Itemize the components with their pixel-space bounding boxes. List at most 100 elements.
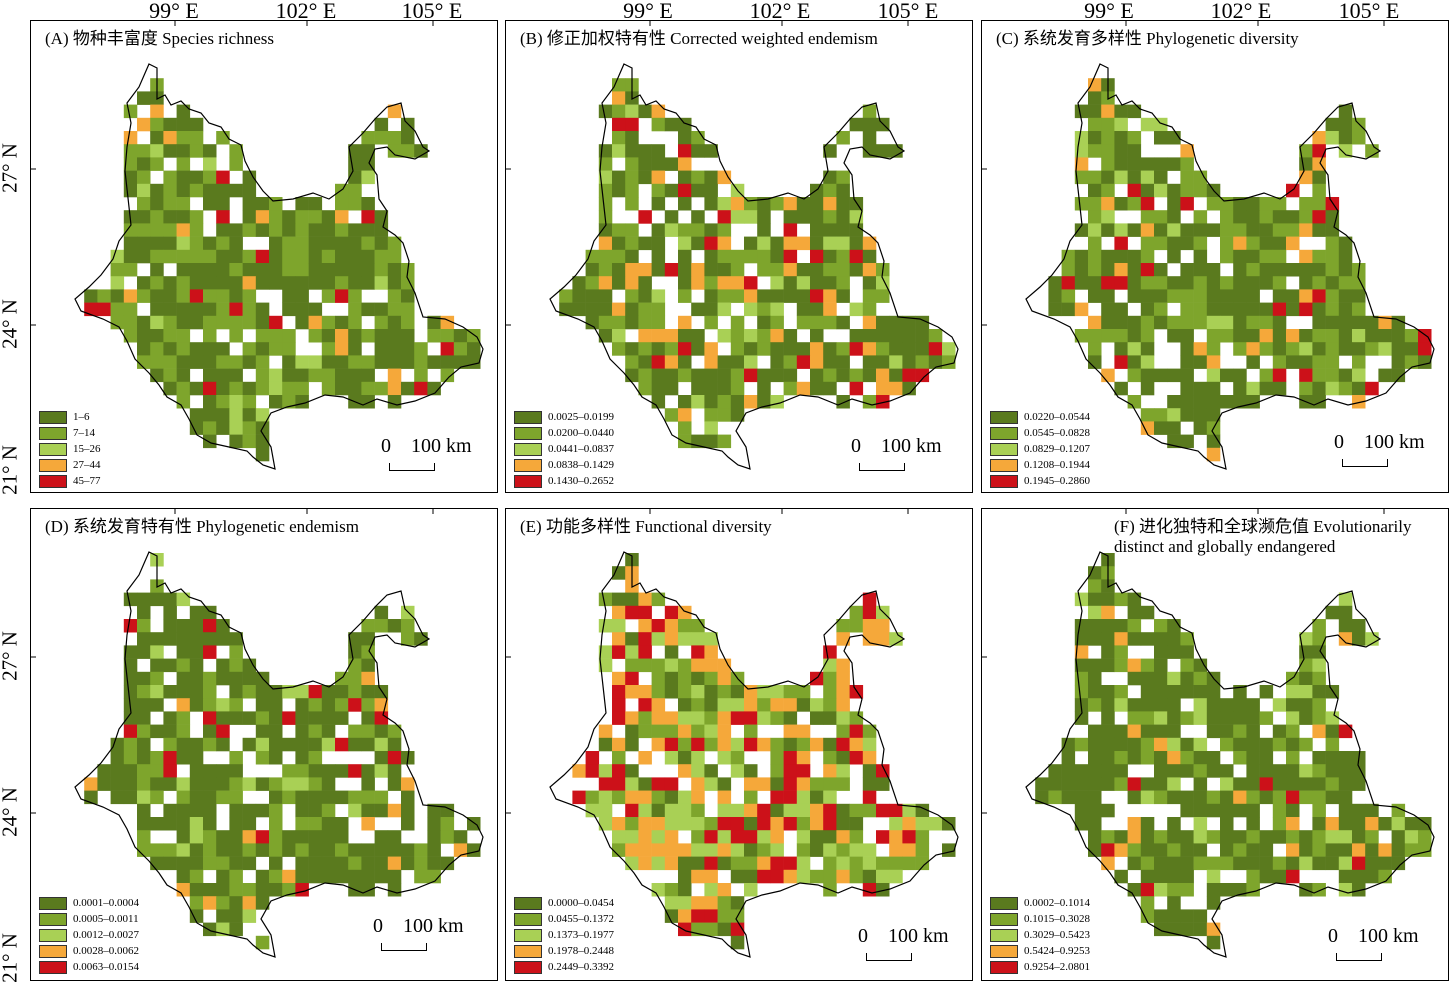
grid-cell: [1193, 381, 1208, 396]
grid-cell: [691, 869, 705, 884]
legend-label: 1–6: [73, 411, 90, 423]
grid-cell: [361, 381, 375, 396]
grid-cell: [862, 751, 877, 765]
grid-cell: [1180, 170, 1194, 185]
grid-cell: [1088, 724, 1102, 739]
grid-cell: [1233, 329, 1247, 343]
grid-cell: [176, 737, 191, 752]
grid-cell: [730, 764, 745, 778]
grid-cell: [189, 790, 204, 805]
grid-cell: [1180, 408, 1194, 422]
grid-cell: [1352, 355, 1366, 369]
grid-cell: [651, 144, 666, 158]
grid-cell: [612, 632, 626, 646]
grid-cell: [361, 777, 375, 791]
grid-cell: [387, 869, 402, 884]
grid-cell: [361, 263, 375, 277]
grid-cell: [783, 236, 798, 251]
grid-cell: [783, 869, 798, 884]
legend-item: 0.0545–0.0828: [990, 425, 1090, 441]
grid-cell: [836, 395, 850, 409]
grid-cell: [123, 737, 138, 752]
grid-cell: [1378, 342, 1392, 356]
grid-cell: [862, 236, 877, 251]
scale-zero: 0: [1328, 925, 1338, 947]
grid-cell: [308, 764, 323, 778]
grid-cell: [414, 843, 428, 857]
grid-cell: [1206, 856, 1221, 871]
grid-cell: [1101, 724, 1115, 739]
grid-cell: [796, 790, 811, 805]
grid-cell: [1312, 355, 1326, 369]
grid-cell: [1114, 685, 1128, 699]
grid-cell: [150, 131, 164, 145]
grid-cell: [150, 843, 164, 857]
grid-cell: [137, 249, 151, 264]
grid-cell: [1127, 170, 1142, 185]
grid-cell: [651, 724, 666, 739]
grid-cell: [902, 368, 916, 383]
grid-cell: [427, 315, 441, 330]
grid-cell: [242, 434, 257, 449]
legend-item: 0.0005–0.0011: [39, 911, 139, 927]
grid-cell: [1259, 329, 1274, 343]
grid-cell: [638, 605, 652, 620]
legend-label: 0.0838–0.1429: [548, 459, 614, 471]
grid-cell: [1193, 830, 1208, 844]
grid-cell: [1233, 381, 1247, 396]
grid-cell: [902, 315, 916, 330]
grid-cell: [255, 329, 270, 343]
map-a: [31, 21, 484, 470]
legend-item: 0.0025–0.0199: [514, 409, 614, 425]
grid-cell: [1312, 698, 1326, 712]
grid-cell: [1338, 777, 1353, 791]
grid-cell: [1286, 342, 1300, 356]
grid-cell: [1418, 355, 1432, 369]
grid-cell: [1272, 764, 1287, 778]
grid-cell: [308, 329, 323, 343]
grid-cell: [255, 249, 270, 264]
grid-cell: [1180, 315, 1194, 330]
grid-cell: [1206, 395, 1221, 409]
grid-cell: [440, 368, 455, 383]
grid-cell: [796, 751, 811, 765]
scale-zero: 0: [381, 435, 391, 457]
grid-cell: [730, 830, 745, 844]
grid-cell: [691, 751, 705, 765]
grid-cell: [1167, 685, 1181, 699]
grid-cell: [638, 210, 652, 224]
grid-cell: [414, 381, 428, 396]
grid-cell: [704, 236, 718, 251]
grid-cell: [1299, 249, 1313, 264]
grid-cell: [1286, 711, 1300, 725]
grid-cell: [137, 315, 151, 330]
grid-cell: [137, 724, 151, 739]
grid-cell: [1259, 751, 1274, 765]
grid-cell: [189, 764, 204, 778]
grid-cell: [150, 144, 164, 158]
grid-cell: [308, 803, 323, 818]
grid-cell: [1325, 131, 1340, 145]
panel-a-species-richness: (A) 物种丰富度 Species richness 1–6 7–14 15–2…: [30, 20, 498, 493]
grid-cell: [559, 289, 573, 303]
grid-cell: [1272, 803, 1287, 818]
grid-cell: [1206, 223, 1221, 237]
legend-item: 1–6: [39, 409, 101, 425]
grid-cell: [651, 790, 666, 805]
grid-cell: [810, 803, 824, 818]
grid-cell: [1325, 751, 1340, 765]
lon-label-105-b: 105° E: [877, 0, 939, 23]
grid-cell: [335, 368, 349, 383]
grid-cell: [150, 289, 164, 303]
grid-cell: [651, 342, 666, 356]
grid-cell: [1154, 909, 1168, 923]
grid-cell: [269, 223, 283, 237]
grid-cell: [1193, 737, 1208, 752]
grid-cell: [137, 790, 151, 805]
grid-cell: [836, 197, 850, 211]
grid-cell: [612, 830, 626, 844]
grid-cell: [757, 210, 771, 224]
grid-cell: [717, 197, 732, 211]
grid-cell: [242, 711, 257, 725]
grid-cell: [704, 302, 718, 317]
